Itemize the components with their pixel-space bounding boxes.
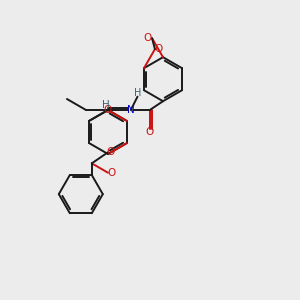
Text: O: O <box>104 105 112 115</box>
Text: H: H <box>102 100 110 110</box>
Text: O: O <box>107 147 115 157</box>
Text: O: O <box>155 44 163 54</box>
Text: H: H <box>134 88 141 98</box>
Text: N: N <box>127 105 135 115</box>
Text: O: O <box>144 33 152 43</box>
Text: O: O <box>146 127 154 137</box>
Text: O: O <box>107 168 115 178</box>
